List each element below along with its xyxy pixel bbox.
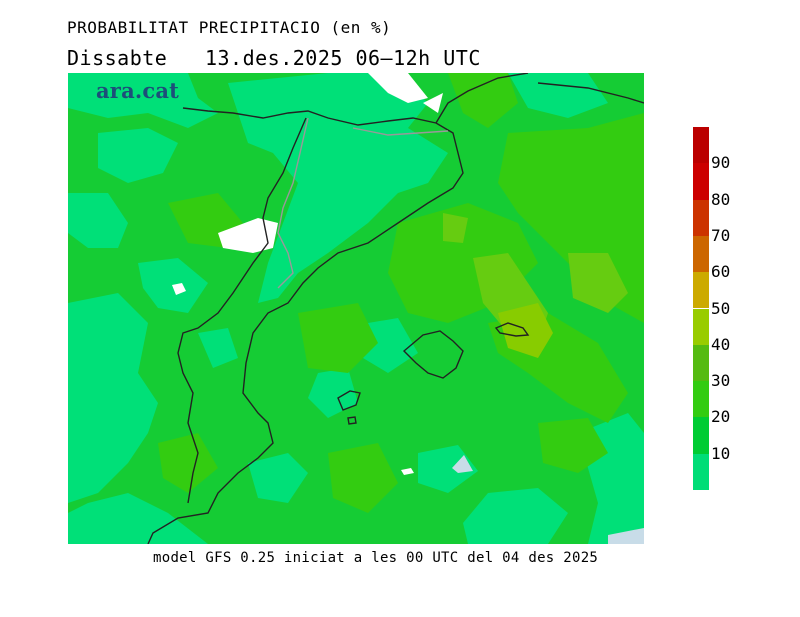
legend-color-10: [693, 453, 709, 490]
legend-label-60: 60: [711, 262, 731, 282]
forecast-subtitle: Dissabte 13.des.2025 06–12h UTC: [67, 46, 481, 70]
legend-color-20: [693, 417, 709, 454]
below-threshold-areas: [172, 73, 443, 475]
legend-label-50: 50: [711, 298, 731, 318]
coastline: [147, 73, 644, 544]
legend-label-80: 80: [711, 189, 731, 209]
legend-label-30: 30: [711, 371, 731, 391]
legend-label-90: 90: [711, 153, 731, 173]
legend-color-30: [693, 381, 709, 418]
legend-label-20: 20: [711, 407, 731, 427]
legend-label-70: 70: [711, 225, 731, 245]
probability-legend: 90 80 70 60 50 40 30 20 10: [693, 127, 730, 490]
regional-border: [277, 117, 449, 289]
map-title: PROBABILITAT PRECIPITACIO (en %): [67, 18, 392, 37]
legend-color-80: [693, 199, 709, 236]
country-border: [177, 107, 437, 504]
menorca-outline: [494, 322, 530, 337]
formentera-outline: [347, 416, 357, 425]
model-info: model GFS 0.25 iniciat a les 00 UTC del …: [153, 550, 599, 566]
legend-color-60: [693, 272, 709, 309]
precipitation-map: [68, 73, 644, 544]
legend-color-70: [693, 235, 709, 273]
legend-label-40: 40: [711, 334, 731, 354]
legend-color-90: [693, 163, 709, 200]
legend-color-40: [693, 344, 709, 382]
forecast-period: 06–12h UTC: [355, 46, 481, 70]
forecast-date: 13.des.2025: [204, 46, 343, 70]
ara-cat-logo: ara.cat: [96, 78, 180, 103]
ibiza-outline: [337, 390, 361, 411]
mallorca-outline: [402, 330, 464, 379]
legend-label-10: 10: [711, 443, 731, 463]
sea-ice-areas: [452, 455, 644, 544]
legend-color-top: [693, 127, 709, 164]
legend-color-50: [693, 308, 709, 345]
probability-10-areas: [68, 73, 644, 544]
forecast-day: Dissabte: [67, 46, 168, 70]
